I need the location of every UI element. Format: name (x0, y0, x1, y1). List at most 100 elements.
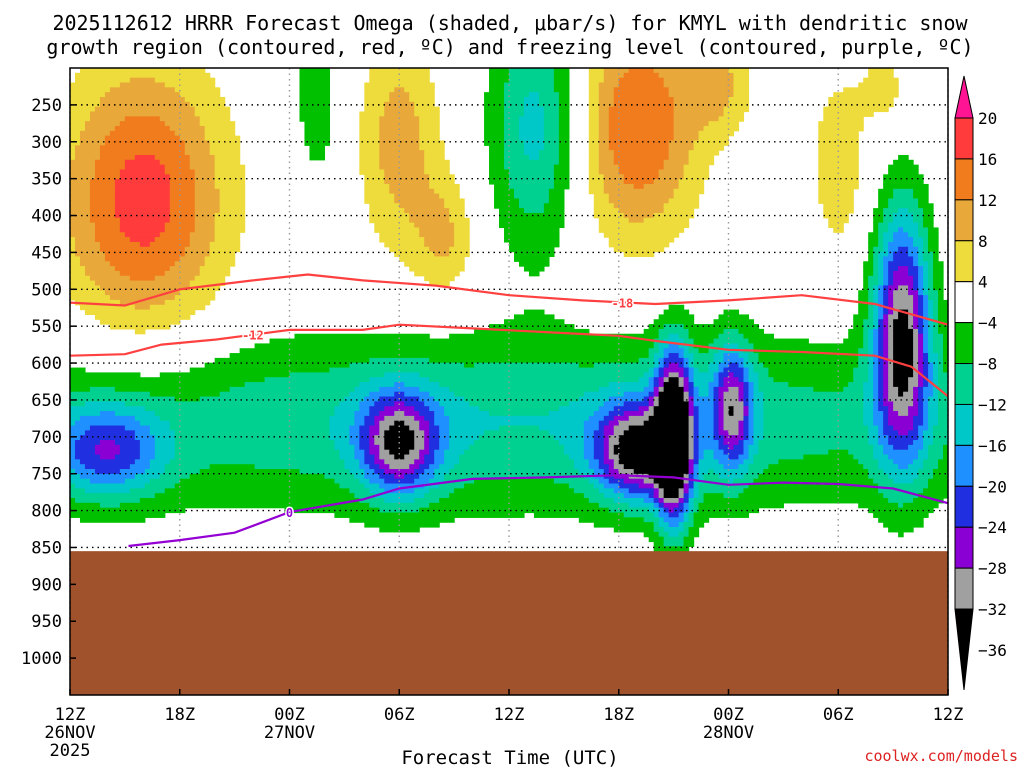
omega-cell (518, 198, 550, 204)
omega-cell (753, 386, 760, 393)
colorbar-label: 12 (978, 191, 997, 210)
omega-cell (883, 237, 894, 243)
omega-cell (658, 377, 665, 383)
omega-cell (873, 449, 884, 456)
omega-cell (753, 420, 765, 427)
omega-cell (613, 159, 665, 166)
omega-cell (74, 145, 101, 151)
omega-cell (748, 469, 765, 475)
omega-cell (728, 101, 750, 108)
omega-cell (538, 150, 560, 156)
omega-cell (70, 391, 151, 398)
omega-cell (454, 222, 470, 229)
omega-cell (174, 87, 221, 93)
omega-cell (888, 309, 894, 316)
omega-cell (763, 469, 869, 475)
omega-cell (449, 425, 500, 431)
omega-cell (938, 367, 944, 373)
omega-cell (868, 304, 874, 311)
omega-cell (658, 391, 685, 398)
omega-cell (818, 154, 859, 161)
omega-cell (174, 130, 206, 137)
omega-cell (878, 333, 884, 340)
omega-cell (873, 319, 879, 325)
omega-cell (718, 362, 730, 369)
omega-cell (623, 464, 690, 470)
omega-cell (424, 459, 435, 465)
omega-cell (878, 261, 884, 267)
omega-cell (149, 304, 206, 311)
omega-cell (74, 237, 96, 243)
omega-cell (683, 324, 760, 330)
omega-cell (678, 333, 690, 340)
omega-cell (558, 145, 570, 151)
omega-cell (154, 435, 176, 441)
omega-cell (608, 507, 650, 514)
omega-cell (938, 391, 948, 398)
omega-cell (364, 198, 395, 204)
omega-cell (923, 343, 929, 349)
omega-cell (359, 406, 370, 412)
omega-cell (873, 343, 879, 349)
omega-cell (868, 372, 874, 378)
omega-cell (598, 101, 615, 108)
omega-cell (723, 411, 730, 417)
omega-cell (668, 304, 685, 311)
omega-cell (898, 531, 904, 538)
omega-cell (359, 135, 380, 142)
omega-cell (593, 203, 615, 209)
omega-cell (434, 396, 465, 402)
omega-cell (688, 382, 695, 388)
omega-cell (658, 169, 685, 175)
omega-cell (848, 382, 864, 388)
omega-cell (419, 232, 455, 238)
omega-cell (189, 473, 326, 480)
omega-cell (119, 82, 166, 88)
omega-cell (89, 386, 116, 393)
omega-cell (603, 440, 610, 446)
omega-cell (868, 290, 874, 296)
omega-cell (593, 469, 605, 475)
omega-cell (419, 140, 445, 146)
omega-cell (189, 154, 216, 161)
omega-cell (608, 454, 620, 460)
omega-cell (424, 275, 455, 282)
omega-cell (214, 357, 370, 364)
omega-cell (643, 531, 660, 538)
omega-cell (893, 304, 914, 311)
omega-cell (658, 314, 695, 320)
omega-cell (693, 459, 700, 465)
omega-cell (883, 425, 894, 431)
omega-cell (264, 377, 370, 383)
omega-cell (903, 502, 939, 509)
omega-cell (658, 517, 665, 523)
x-tick-label: 12Z (933, 705, 964, 725)
omega-cell (179, 92, 221, 98)
omega-cell (70, 217, 91, 224)
omega-cell (164, 82, 216, 88)
omega-cell (928, 362, 934, 369)
omega-cell (518, 125, 545, 132)
omega-cell (893, 319, 909, 325)
omega-cell (499, 217, 565, 224)
omega-cell (119, 502, 370, 509)
omega-cell (743, 473, 760, 480)
omega-cell (668, 140, 695, 146)
omega-cell (70, 401, 86, 407)
omega-cell (169, 420, 331, 427)
omega-cell (678, 531, 690, 538)
omega-cell (818, 150, 859, 156)
omega-cell (369, 449, 380, 456)
omega-cell (588, 130, 600, 137)
omega-cell (663, 164, 685, 171)
omega-cell (928, 396, 939, 402)
omega-cell (638, 483, 655, 489)
omega-cell (543, 125, 560, 132)
omega-cell (758, 382, 789, 388)
omega-cell (918, 353, 924, 359)
omega-cell (878, 391, 884, 398)
omega-cell (404, 382, 440, 388)
omega-cell (449, 251, 470, 258)
omega-cell (878, 270, 884, 277)
omega-cell (89, 425, 126, 431)
